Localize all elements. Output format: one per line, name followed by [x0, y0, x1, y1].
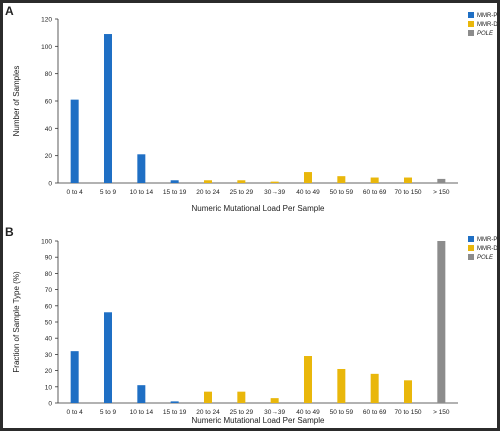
- x-tick-label: 70 to 150: [394, 189, 421, 196]
- x-tick-label: 10 to 14: [130, 409, 154, 416]
- y-tick-label: 20: [45, 368, 53, 375]
- legend-label: MMR-P: [477, 13, 497, 19]
- y-tick-label: 0: [48, 401, 52, 408]
- x-tick-label: 25 to 29: [230, 409, 254, 416]
- x-tick-label: 20 to 24: [196, 189, 220, 196]
- x-tick-label: 15 to 19: [163, 409, 187, 416]
- y-tick-label: 20: [45, 153, 53, 160]
- x-tick-label: 10 to 14: [130, 189, 154, 196]
- legend-label: MMR-D: [477, 22, 497, 28]
- legend: MMR-P MMR-D POLE: [468, 12, 497, 37]
- x-tick-label: 0 to 4: [67, 189, 84, 196]
- bar-mmr-d-6: [270, 398, 279, 403]
- legend: MMR-P MMR-D POLE: [468, 236, 497, 261]
- legend-swatch: [468, 12, 474, 18]
- bar-mmr-d-5: [237, 391, 246, 403]
- bar-mmr-d-9: [370, 177, 379, 183]
- chart-panel-a: A 0 20 40 60 80 100 120 0 to 4 5 to 9 10 to 14 15 t…: [5, 4, 497, 213]
- bar-mmr-d-5: [237, 180, 246, 183]
- bar-mmr-p-1: [104, 312, 112, 403]
- x-tick-label: 25 to 29: [230, 189, 254, 196]
- legend-swatch: [468, 254, 474, 260]
- x-tick-label: 15 to 19: [163, 189, 187, 196]
- x-tick-label: 40 to 49: [296, 409, 320, 416]
- y-tick-label: 10: [45, 384, 53, 391]
- x-tick-label: 20 to 24: [196, 409, 220, 416]
- legend-label: MMR-D: [477, 246, 497, 252]
- y-tick-label: 60: [45, 303, 53, 310]
- bar-mmr-d-8: [337, 368, 346, 403]
- chart-panel-b: B 0 10 20 30 40 50 60 70 80 90 100 0 to 4 5 to 9 10 to…: [5, 225, 497, 425]
- bar-mmr-d-8: [337, 176, 346, 183]
- y-tick-label: 70: [45, 287, 53, 294]
- bar-mmr-d-7: [304, 356, 312, 403]
- bar-mmr-p-0: [70, 99, 79, 183]
- x-tick-label: 70 to 150: [394, 409, 421, 416]
- bar-pole-11: [437, 178, 446, 183]
- legend-swatch: [468, 236, 474, 242]
- y-tick-label: 90: [45, 255, 53, 262]
- bar-mmr-d-4: [204, 391, 212, 403]
- x-tick-label: > 150: [433, 189, 450, 196]
- x-tick-label: 30→39: [264, 409, 285, 416]
- panel-label: B: [5, 225, 14, 239]
- legend-swatch: [468, 30, 474, 36]
- bar-mmr-d-9: [370, 373, 379, 403]
- y-tick-label: 30: [45, 352, 53, 359]
- y-tick-label: 120: [41, 17, 52, 24]
- y-tick-label: 50: [45, 320, 53, 327]
- bar-mmr-d-10: [404, 380, 412, 403]
- y-tick-label: 80: [45, 271, 53, 278]
- y-tick-label: 80: [45, 71, 53, 78]
- bar-mmr-p-2: [137, 154, 146, 183]
- x-tick-label: 50 to 59: [330, 409, 354, 416]
- y-tick-label: 0: [48, 181, 52, 188]
- x-tick-label: 0 to 4: [67, 409, 84, 416]
- y-tick-label: 60: [45, 99, 53, 106]
- y-tick-label: 40: [45, 126, 53, 133]
- panel-label: A: [5, 4, 14, 18]
- x-tick-label: 60 to 69: [363, 189, 387, 196]
- bar-mmr-d-6: [270, 181, 279, 183]
- bar-mmr-d-10: [404, 177, 412, 183]
- bar-mmr-p-2: [137, 385, 146, 403]
- y-tick-label: 40: [45, 336, 53, 343]
- y-axis-label: Number of Samples: [12, 66, 21, 137]
- legend-label: POLE: [477, 255, 494, 261]
- legend-label: MMR-P: [477, 237, 497, 243]
- bar-mmr-d-7: [304, 172, 312, 183]
- x-axis-label: Numeric Mutational Load Per Sample: [192, 204, 326, 213]
- bar-mmr-p-3: [170, 180, 179, 183]
- bar-pole-11: [437, 241, 446, 403]
- x-tick-label: 50 to 59: [330, 189, 354, 196]
- y-axis-label: Fraction of Sample Type (%): [12, 271, 21, 373]
- bar-mmr-d-4: [204, 180, 212, 183]
- legend-swatch: [468, 245, 474, 251]
- bar-mmr-p-3: [170, 401, 179, 403]
- x-tick-label: > 150: [433, 409, 450, 416]
- x-tick-label: 30→39: [264, 189, 285, 196]
- legend-swatch: [468, 21, 474, 27]
- x-tick-label: 40 to 49: [296, 189, 320, 196]
- x-tick-label: 60 to 69: [363, 409, 387, 416]
- x-tick-label: 5 to 9: [100, 409, 117, 416]
- bar-mmr-p-0: [70, 351, 79, 403]
- y-tick-label: 100: [41, 239, 52, 246]
- bar-mmr-p-1: [104, 34, 112, 184]
- x-axis-label: Numeric Mutational Load Per Sample: [192, 416, 326, 425]
- x-tick-label: 5 to 9: [100, 189, 117, 196]
- y-tick-label: 100: [41, 44, 52, 51]
- legend-label: POLE: [477, 31, 494, 37]
